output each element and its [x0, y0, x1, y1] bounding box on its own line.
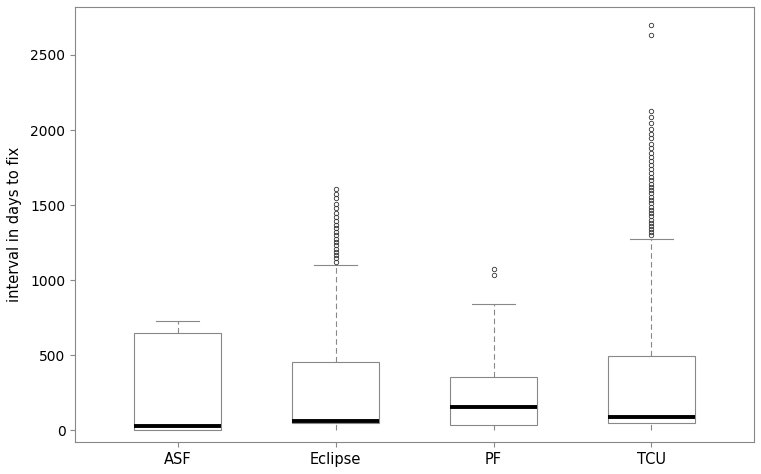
Bar	[450, 377, 537, 425]
Bar	[135, 334, 221, 429]
Y-axis label: interval in days to fix: interval in days to fix	[7, 147, 22, 302]
Bar	[608, 356, 695, 423]
Bar	[292, 362, 379, 423]
